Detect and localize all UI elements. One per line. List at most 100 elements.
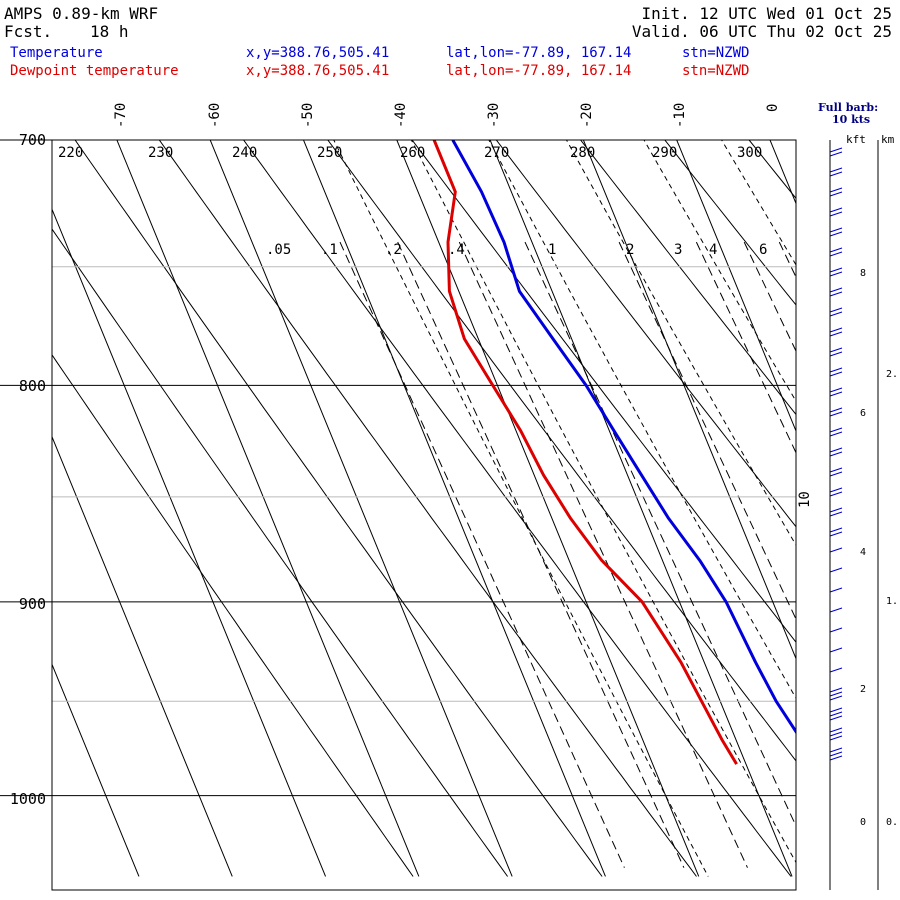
- forecast-hour: 18 h: [90, 22, 129, 41]
- isotherm-line: [489, 140, 793, 877]
- wind-barb-flag: [829, 247, 843, 253]
- legend-temperature-xy: x,y=388.76,505.41: [246, 45, 390, 61]
- temp-label-neg40: -40: [393, 102, 409, 128]
- mixing-ratio-label: .2: [385, 242, 402, 258]
- wind-barb-flag: [829, 587, 843, 593]
- skewt-grid: [0, 114, 900, 877]
- wind-barb-flag: [829, 211, 843, 217]
- wind-barb-flag: [829, 367, 843, 373]
- wind-barb-flag: [829, 207, 843, 213]
- barb-key-line1: Full barb:: [818, 101, 879, 114]
- mixing-ratio-line: [743, 241, 796, 353]
- wind-barb-flag: [829, 755, 843, 761]
- temp-label-0: 0: [765, 103, 781, 112]
- saturated-adiabat-line: [860, 114, 900, 877]
- legend-temperature-stn: stn=NZWD: [682, 45, 750, 61]
- dry-adiabat-label: 290: [652, 145, 678, 161]
- isotherm-line: [396, 140, 700, 877]
- dewpoint-profile-line: [432, 140, 738, 765]
- isotherm-line: [116, 140, 420, 877]
- kft-tick: 4: [860, 547, 867, 558]
- temp-label-neg60: -60: [207, 102, 223, 128]
- dry-adiabat-line: [896, 114, 900, 877]
- dry-adiabat-label: 270: [484, 145, 510, 161]
- wind-barbs: [829, 147, 843, 770]
- valid-time: Valid. 06 UTC Thu 02 Oct 25: [631, 22, 892, 41]
- wind-barb-flag: [829, 447, 843, 453]
- sounding-profiles: [432, 140, 796, 765]
- wind-barb-flag: [829, 347, 843, 353]
- wind-barb-flag: [829, 687, 843, 693]
- wind-barb-flag: [829, 531, 843, 537]
- kft-tick: 2: [860, 684, 867, 695]
- isotherm-line: [852, 114, 900, 877]
- wind-barb-flag: [829, 431, 843, 437]
- mixing-ratio-label: 1: [548, 242, 557, 258]
- wind-barb-flag: [829, 191, 843, 197]
- isotherm-line: [676, 140, 796, 433]
- wind-barb-flag: [829, 711, 843, 717]
- mixing-ratio-label: .4: [448, 242, 465, 258]
- wind-barb-flag: [829, 691, 843, 697]
- isotherm-line: [52, 435, 233, 877]
- mixing-ratio-line: [618, 241, 796, 621]
- km-label: km: [881, 133, 895, 146]
- dry-adiabat-line: [74, 140, 603, 877]
- isotherm-line: [209, 140, 513, 877]
- wind-barb-flag: [829, 271, 843, 277]
- wind-barb-flag: [829, 407, 843, 413]
- dry-adiabat-line: [52, 354, 414, 877]
- mixing-ratio-label: .05: [266, 242, 292, 258]
- mixing-ratio-label: 3: [674, 242, 683, 258]
- wind-barb-flag: [829, 387, 843, 393]
- dry-adiabat-line: [579, 140, 796, 416]
- wind-barb-flag: [829, 371, 843, 377]
- isotherm-line: [0, 114, 46, 877]
- dry-adiabat-label: 300: [737, 145, 763, 161]
- wind-barb-flag: [829, 747, 843, 753]
- wind-barb-flag: [829, 527, 843, 533]
- kft-tick: 8: [860, 268, 867, 279]
- wind-barb-flag: [829, 467, 843, 473]
- temp-label-neg10: -10: [672, 102, 688, 128]
- wind-barb-flag: [829, 307, 843, 313]
- wind-barb-flag: [829, 231, 843, 237]
- wind-barb-flag: [829, 151, 843, 157]
- dry-adiabat-line: [664, 140, 796, 306]
- pressure-label-900: 900: [18, 595, 46, 613]
- temp-label-neg30: -30: [486, 102, 502, 128]
- wind-barb-flag: [829, 471, 843, 477]
- km-tick: 2.: [886, 369, 899, 380]
- wind-barb-flag: [829, 267, 843, 273]
- isotherm-line: [52, 663, 140, 877]
- wind-barb-flag: [829, 311, 843, 317]
- wind-barb-flag: [829, 327, 843, 333]
- wind-barb-flag: [829, 291, 843, 297]
- saturated-adiabat-line: [643, 140, 796, 403]
- dry-adiabat-line: [812, 114, 900, 877]
- wind-barb-flag: [829, 251, 843, 257]
- km-tick: 0.: [886, 817, 899, 828]
- mixing-ratio-label: 6: [759, 242, 768, 258]
- mixing-ratio-label: .1: [321, 242, 338, 258]
- km-tick: 1.: [886, 596, 899, 607]
- mixing-ratio-label: 4: [709, 242, 718, 258]
- dry-adiabat-label: 230: [148, 145, 174, 161]
- wind-barb-flag: [829, 695, 843, 701]
- wind-barb-flag: [829, 731, 843, 737]
- mixing-ratio-line: [778, 241, 796, 279]
- wind-barb-flag: [829, 627, 843, 633]
- wind-barb-flag: [829, 331, 843, 337]
- wind-barb-flag: [829, 751, 843, 757]
- isotherm-line: [52, 207, 327, 877]
- wind-barb-flag: [829, 167, 843, 173]
- wind-barb-flag: [829, 451, 843, 457]
- dry-adiabat-label: 280: [570, 145, 596, 161]
- mixing-ratio-label-10: 10: [797, 491, 813, 508]
- dry-adiabat-label: 250: [317, 145, 343, 161]
- wind-barb-flag: [829, 647, 843, 653]
- wind-barb-flag: [829, 227, 843, 233]
- wind-barb-flag: [829, 487, 843, 493]
- isobar-lines: [0, 139, 796, 797]
